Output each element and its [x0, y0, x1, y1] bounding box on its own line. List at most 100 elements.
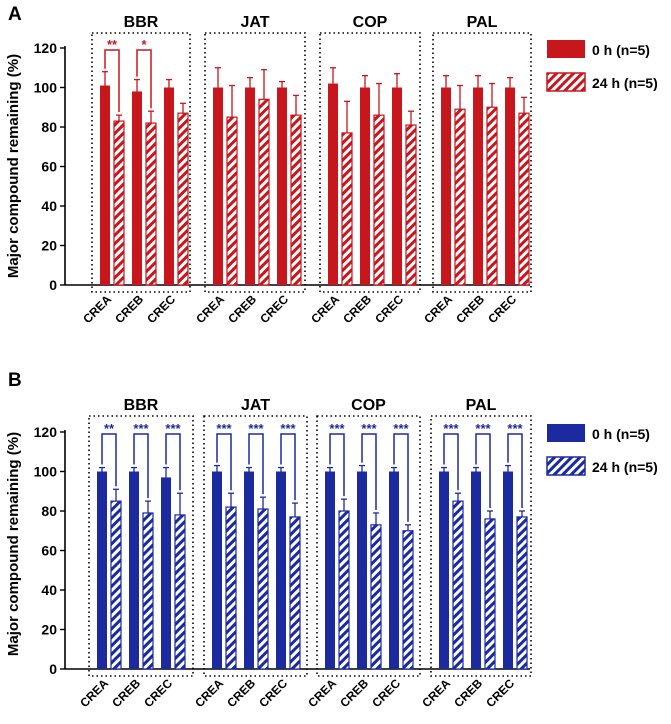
bar-24h	[338, 510, 350, 670]
significance-label: ***	[507, 421, 523, 436]
y-tick-label: 40	[41, 582, 57, 598]
bar-24h	[373, 114, 385, 286]
bar-0h	[360, 87, 370, 285]
y-axis-label: Major compound remaining (%)	[5, 54, 22, 278]
bar-0h	[277, 87, 287, 285]
bar-0h	[473, 87, 483, 285]
group-pal: PAL *** CREA *** CREB *** CREC	[419, 397, 532, 710]
group-jat: JAT *** CREA *** CREB *** CREC	[192, 397, 308, 710]
chart-panel-a: A Major compound remaining (%) 0 20 40 60 80…	[5, 4, 658, 326]
category-label: CREA	[308, 292, 342, 326]
significance-label: ***	[248, 421, 264, 436]
group-box	[88, 415, 194, 677]
category-label: CREB	[453, 292, 487, 326]
y-tick-label: 60	[41, 159, 57, 175]
significance-bracket	[443, 433, 459, 491]
significance-label: **	[104, 421, 115, 436]
bar-0h	[471, 471, 481, 669]
legend-swatch-hatched	[546, 72, 586, 92]
significance-label: ***	[165, 421, 181, 436]
legend-swatch-hatched	[546, 456, 586, 476]
group-box	[319, 32, 421, 293]
legend-label: 24 h (n=5)	[592, 75, 658, 91]
significance-label: ***	[133, 421, 149, 436]
group-title: BBR	[124, 14, 159, 31]
significance-bracket	[393, 433, 409, 522]
bar-24h	[370, 524, 382, 670]
bar-0h	[357, 471, 367, 669]
significance-label: *	[141, 37, 147, 52]
y-tick-label: 60	[41, 543, 57, 559]
y-tick-label: 100	[34, 464, 58, 480]
bar-24h	[113, 120, 125, 286]
significance-bracket	[280, 433, 296, 501]
bar-0h	[325, 471, 335, 669]
y-tick-label: 100	[34, 80, 58, 96]
bar-0h	[213, 87, 223, 285]
significance-label: ***	[393, 421, 409, 436]
significance-label: ***	[443, 421, 459, 436]
plot-area: 020406080100120BBR**CREA***CREB***CRECJA…	[34, 397, 532, 710]
bar-0h	[245, 87, 255, 285]
group-title: BBR	[124, 397, 159, 414]
y-tick-label: 40	[41, 198, 57, 214]
category-label: CREA	[80, 292, 114, 326]
group-title: PAL	[467, 14, 498, 31]
category-label: CREC	[483, 676, 517, 710]
category-label: CREA	[419, 676, 453, 710]
legend: 0 h (n=5) 24 h (n=5)	[546, 424, 658, 476]
bar-0h	[276, 471, 286, 669]
panel-label: A	[8, 4, 22, 25]
category-label: CREB	[337, 676, 371, 710]
bar-0h	[441, 87, 451, 285]
significance-bracket	[475, 433, 491, 508]
y-tick-label: 0	[49, 661, 57, 677]
bar-24h	[484, 518, 496, 670]
group-bbr: BBR ** CREA *** CREB *** CREC	[77, 397, 194, 710]
bar-0h	[132, 91, 142, 285]
bar-24h	[405, 124, 417, 286]
y-tick-label: 80	[41, 119, 57, 135]
axes: 0 20 40 60 80 100 120	[34, 40, 530, 293]
bar-0h	[392, 87, 402, 285]
bar-24h	[518, 112, 530, 286]
group-title: JAT	[241, 397, 270, 414]
group-box	[432, 32, 532, 293]
group-title: COP	[351, 397, 386, 414]
bar-24h	[454, 108, 466, 286]
bar-0h	[212, 471, 222, 669]
bar-24h	[452, 500, 464, 670]
y-tick-label: 120	[34, 40, 58, 56]
group-box	[203, 415, 308, 677]
bar-24h	[142, 512, 154, 670]
significance-label: ***	[216, 421, 232, 436]
category-label: CREC	[257, 292, 291, 326]
legend-swatch-solid	[547, 424, 585, 442]
category-label: CREB	[340, 292, 374, 326]
y-tick-label: 120	[34, 424, 58, 440]
significance-bracket	[329, 433, 345, 497]
category-label: CREC	[485, 292, 519, 326]
category-label: CREC	[144, 292, 178, 326]
category-label: CREB	[225, 292, 259, 326]
group-box	[316, 415, 421, 677]
category-label: CREA	[193, 292, 227, 326]
bar-24h	[486, 106, 498, 286]
bar-0h	[505, 87, 515, 285]
bar-0h	[97, 471, 107, 669]
bar-0h	[389, 471, 399, 669]
legend-label: 24 h (n=5)	[592, 459, 658, 475]
significance-bracket	[361, 433, 377, 510]
category-label: CREC	[141, 676, 175, 710]
y-tick-label: 20	[41, 622, 57, 638]
significance-bracket	[104, 49, 120, 113]
bar-24h	[225, 506, 237, 670]
category-label: CREA	[305, 676, 339, 710]
bar-24h	[145, 122, 157, 286]
group-box	[91, 32, 191, 293]
